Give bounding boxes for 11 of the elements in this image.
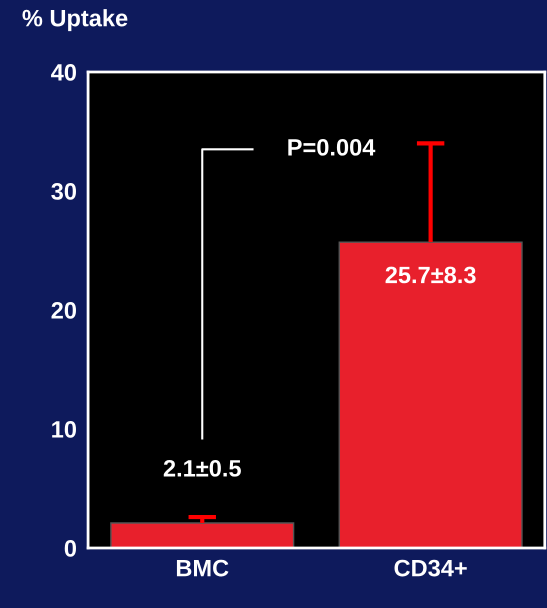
- y-tick-label: 10: [52, 421, 76, 438]
- y-tick-label: 0: [64, 540, 76, 557]
- data-label: 2.1±0.5: [164, 460, 241, 477]
- annotation: P=0.004: [288, 138, 376, 156]
- x-tick-label: BMC: [176, 560, 228, 576]
- y-tick-label: 40: [51, 64, 76, 81]
- x-tick-label: CD34+: [394, 560, 467, 576]
- data-label: 25.7±8.3: [386, 266, 476, 284]
- y-tick-label: 30: [51, 183, 76, 200]
- y-axis-title: % Uptake: [22, 9, 128, 32]
- y-tick-label: 20: [52, 302, 76, 319]
